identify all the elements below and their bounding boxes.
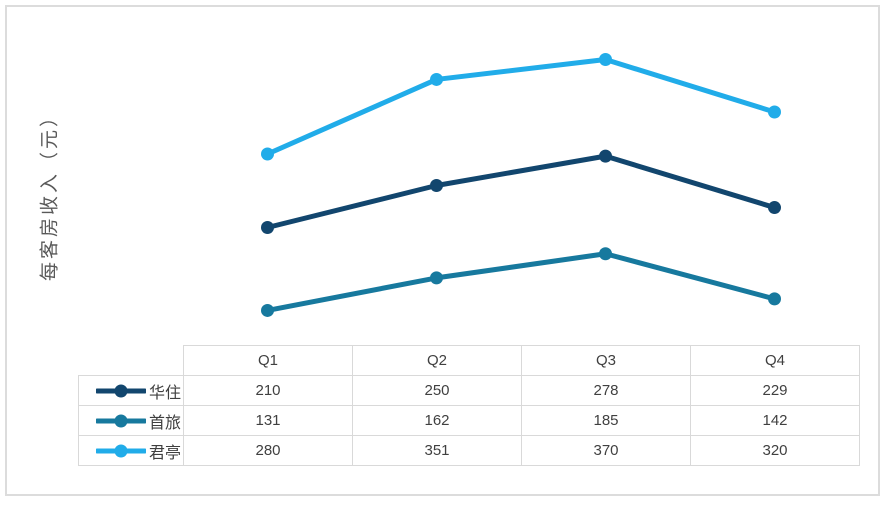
series-name-label: 华住 [148, 384, 181, 402]
table-corner-cell [79, 346, 184, 376]
table-header-cell: Q2 [352, 345, 522, 376]
data-table: Q1 Q2 Q3 Q4 华住 210 250 278 229 首旅 131 162 185 142 君亭 2… [78, 345, 860, 466]
series-line-marker-icon [95, 384, 146, 397]
data-point-marker [768, 201, 781, 215]
table-value-cell: 280 [183, 435, 353, 466]
data-point-marker [430, 72, 443, 86]
series-line-marker-icon [95, 414, 146, 427]
data-point-marker [261, 147, 274, 161]
table-value-cell: 370 [521, 435, 691, 466]
table-header-cell: Q4 [690, 345, 860, 376]
table-value-cell: 131 [183, 405, 353, 436]
data-point-marker [430, 271, 443, 285]
legend-cell: 首旅 [78, 405, 184, 436]
data-point-marker [261, 221, 274, 234]
line-chart [261, 53, 781, 317]
table-value-cell: 142 [690, 405, 860, 436]
table-value-cell: 210 [183, 375, 353, 406]
table-row: 首旅 131 162 185 142 [78, 405, 860, 436]
series-line-0 [266, 153, 776, 230]
table-value-cell: 185 [521, 405, 691, 436]
table-value-cell: 162 [352, 405, 522, 436]
table-row: 华住 210 250 278 229 [78, 375, 860, 406]
table-header-row: Q1 Q2 Q3 Q4 [79, 345, 860, 376]
table-header-cell: Q3 [521, 345, 691, 376]
series-line-marker-icon [95, 444, 146, 457]
table-row: 君亭 280 351 370 320 [78, 435, 860, 466]
series-line-2 [266, 57, 776, 157]
table-value-cell: 278 [521, 375, 691, 406]
data-point-marker [768, 105, 781, 119]
table-body: 华住 210 250 278 229 首旅 131 162 185 142 君亭 280 351 370 3… [78, 375, 860, 466]
data-point-marker [261, 303, 274, 317]
table-value-cell: 229 [690, 375, 860, 406]
data-point-marker [599, 53, 612, 66]
table-value-cell: 351 [352, 435, 522, 466]
series-line-1 [267, 251, 776, 313]
data-point-marker [768, 292, 781, 306]
table-value-cell: 250 [352, 375, 522, 406]
legend-cell: 华住 [78, 375, 184, 406]
data-point-marker [599, 247, 612, 261]
data-point-marker [599, 149, 612, 163]
series-name-label: 首旅 [148, 414, 181, 432]
legend-cell: 君亭 [78, 435, 184, 466]
data-point-marker [430, 179, 443, 192]
series-name-label: 君亭 [148, 444, 181, 462]
table-value-cell: 320 [690, 435, 860, 466]
table-header-cell: Q1 [183, 345, 353, 376]
